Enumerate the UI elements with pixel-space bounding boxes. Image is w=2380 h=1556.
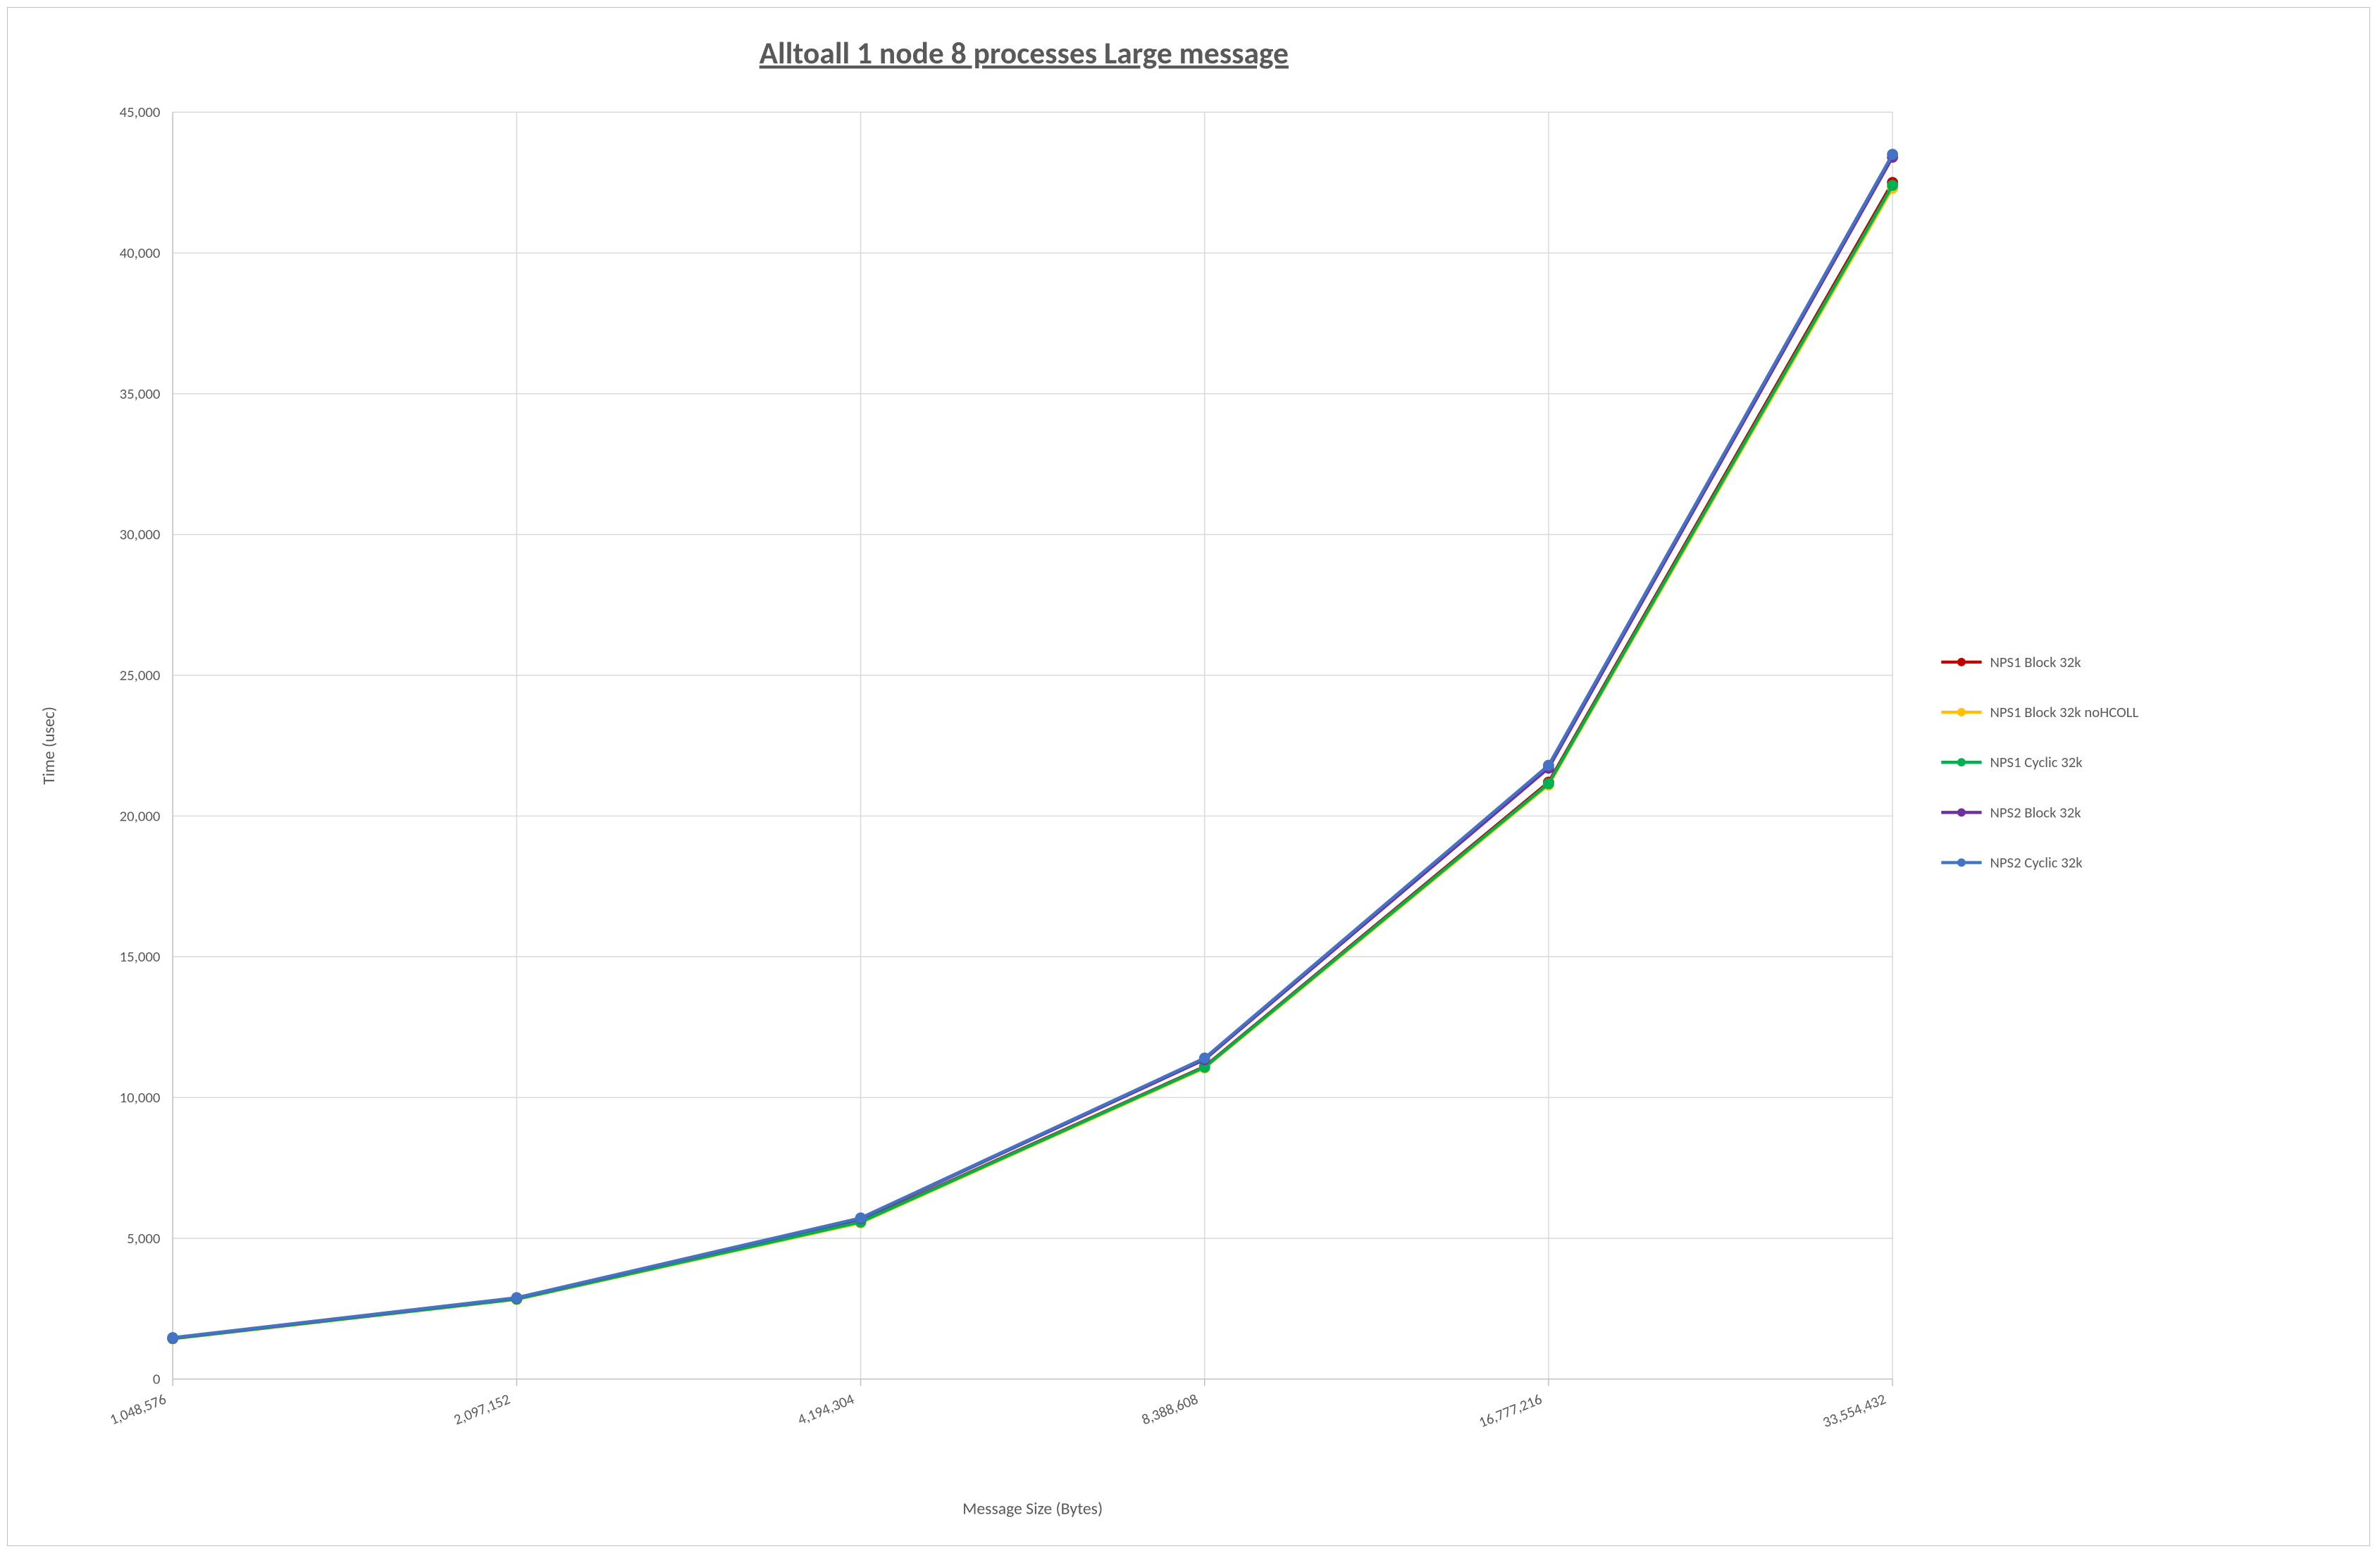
- legend-label-4: NPS2 Cyclic 32k: [1990, 853, 2083, 871]
- legend-marker-4: [1957, 859, 1966, 867]
- y-tick-label: 20,000: [120, 807, 161, 825]
- y-tick-label: 25,000: [120, 666, 161, 685]
- series-marker-4: [1200, 1053, 1210, 1063]
- chart-title: Alltoall 1 node 8 processes Large messag…: [760, 35, 1289, 72]
- legend-marker-2: [1957, 758, 1966, 766]
- chart-border: Alltoall 1 node 8 processes Large messag…: [7, 7, 2370, 1546]
- legend-label-0: NPS1 Block 32k: [1990, 653, 2081, 671]
- series-marker-2: [1544, 779, 1554, 789]
- legend-label-3: NPS2 Block 32k: [1990, 803, 2081, 821]
- legend-label-2: NPS1 Cyclic 32k: [1990, 753, 2083, 771]
- y-tick-label: 40,000: [120, 244, 161, 262]
- legend-marker-0: [1957, 658, 1966, 666]
- chart-container: Alltoall 1 node 8 processes Large messag…: [0, 0, 2380, 1556]
- series-marker-4: [1544, 761, 1554, 771]
- y-tick-label: 10,000: [120, 1088, 161, 1107]
- series-marker-2: [1888, 180, 1897, 190]
- x-axis-label: Message Size (Bytes): [962, 1499, 1103, 1519]
- series-marker-4: [856, 1213, 866, 1223]
- y-axis-label: Time (usec): [39, 707, 59, 785]
- y-tick-label: 35,000: [120, 385, 161, 403]
- y-tick-label: 30,000: [120, 525, 161, 544]
- y-tick-label: 5,000: [127, 1229, 160, 1247]
- y-tick-label: 45,000: [120, 103, 161, 121]
- series-marker-4: [512, 1293, 521, 1302]
- series-marker-4: [168, 1333, 178, 1343]
- y-tick-label: 15,000: [120, 947, 161, 966]
- chart-svg: Alltoall 1 node 8 processes Large messag…: [8, 8, 2369, 1545]
- legend-marker-1: [1957, 708, 1966, 716]
- legend-label-1: NPS1 Block 32k noHCOLL: [1990, 703, 2138, 721]
- series-marker-4: [1888, 149, 1897, 159]
- legend-marker-3: [1957, 808, 1966, 816]
- y-tick-label: 0: [153, 1370, 161, 1388]
